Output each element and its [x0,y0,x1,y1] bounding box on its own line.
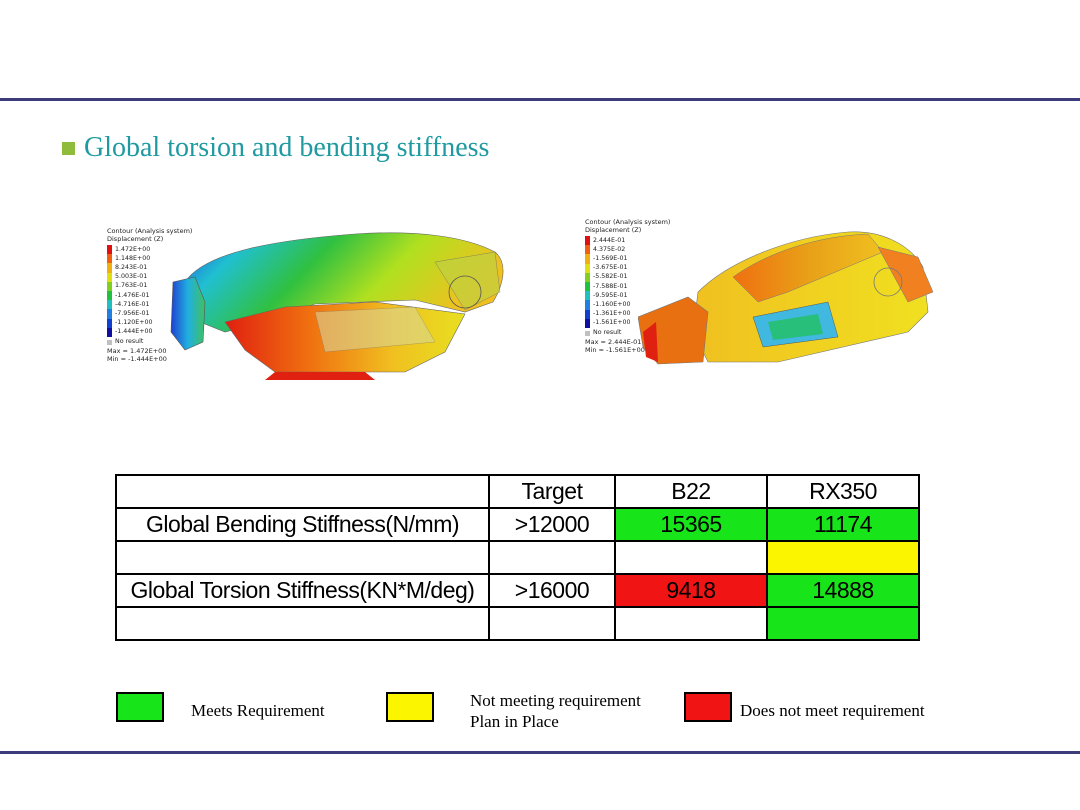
stiffness-comparison-table: Target B22 RX350 Global Bending Stiffnes… [115,474,920,641]
header-empty-cell [115,474,490,509]
scale-value: -1.444E+00 [115,328,153,336]
min-value: Min = -1.444E+00 [107,355,167,364]
scale-value: -5.582E-01 [593,273,628,281]
plan-label-line-1: Not meeting requirement [470,691,641,710]
header-target: Target [488,474,616,509]
table-row: Global Bending Stiffness(N/mm) >12000 15… [115,507,920,542]
scale-value: -1.476E-01 [115,291,150,299]
scale-value: -1.160E+00 [593,300,631,308]
bottom-rule [0,751,1080,754]
torsion-displacement-contour-figure: Contour (Analysis system) Displacement (… [578,212,938,402]
scale-value: 1.148E+00 [115,254,151,262]
scale-value: 8.243E-01 [115,263,148,271]
scale-value: -9.595E-01 [593,291,628,299]
table-row [115,606,920,641]
does-not-meet-label: Does not meet requirement [740,701,925,720]
max-value: Max = 2.444E-01 [585,338,642,347]
meets-requirement-swatch [116,692,164,722]
no-result-label: No result [593,329,622,337]
table-row: Global Torsion Stiffness(KN*M/deg) >1600… [115,573,920,608]
scale-value: -1.561E+00 [593,319,631,327]
slide-title: Global torsion and bending stiffness [84,132,490,163]
target-value: >12000 [488,507,616,542]
scale-value: 5.003E-01 [115,273,148,281]
max-value: Max = 1.472E+00 [107,347,167,356]
scale-value: -4.716E-01 [115,300,150,308]
target-value [488,606,616,641]
scale-value: -7.588E-01 [593,282,628,290]
color-scale: 1.472E+00 1.148E+00 8.243E-01 5.003E-01 … [107,245,192,337]
scale-value: -3.675E-01 [593,264,628,272]
row-label: Global Bending Stiffness(N/mm) [115,507,490,542]
scale-value: 1.763E-01 [115,282,148,290]
car-body-contour-render [638,231,934,365]
bending-displacement-contour-figure: Contour (Analysis system) Displacement (… [100,222,520,402]
table-row [115,540,920,575]
does-not-meet-swatch [684,692,732,722]
row-label: Global Torsion Stiffness(KN*M/deg) [115,573,490,608]
header-b22: B22 [614,474,768,509]
scale-value: -1.361E+00 [593,310,631,318]
contour-legend: Contour (Analysis system) Displacement (… [585,218,670,354]
min-value: Min = -1.561E+00 [585,346,645,355]
table-header-row: Target B22 RX350 [115,474,920,509]
scale-value: -1.120E+00 [115,319,153,327]
rx350-value: 14888 [766,573,920,608]
scale-value: 1.472E+00 [115,245,151,253]
b22-value [614,606,768,641]
square-bullet-icon [62,141,75,155]
legend-heading-1: Contour (Analysis system) [585,218,671,226]
color-scale: 2.444E-01 4.375E-02 -1.569E-01 -3.675E-0… [585,236,670,328]
legend-heading-2: Displacement (Z) [585,226,642,234]
rx350-value [766,540,920,575]
b22-value: 9418 [614,573,768,608]
no-result-label: No result [115,338,144,346]
b22-value: 15365 [614,507,768,542]
plan-label-line-2: Plan in Place [470,712,559,731]
top-rule [0,98,1080,101]
contour-legend: Contour (Analysis system) Displacement (… [107,227,192,363]
meets-requirement-label: Meets Requirement [191,701,325,720]
rx350-value: 11174 [766,507,920,542]
scale-value: 2.444E-01 [593,236,626,244]
b22-value [614,540,768,575]
scale-value: -1.569E-01 [593,254,628,262]
row-label [115,606,490,641]
plan-in-place-swatch [386,692,434,722]
legend-heading-1: Contour (Analysis system) [107,227,193,235]
rx350-value [766,606,920,641]
legend-heading-2: Displacement (Z) [107,235,164,243]
slide-heading: Global torsion and bending stiffness [62,132,489,164]
car-body-contour-render [170,232,504,380]
target-value: >16000 [488,573,616,608]
scale-value: 4.375E-02 [593,245,626,253]
header-rx350: RX350 [766,474,920,509]
plan-in-place-label: Not meeting requirement Plan in Place [470,690,641,732]
row-label [115,540,490,575]
scale-value: -7.956E-01 [115,309,150,317]
target-value [488,540,616,575]
